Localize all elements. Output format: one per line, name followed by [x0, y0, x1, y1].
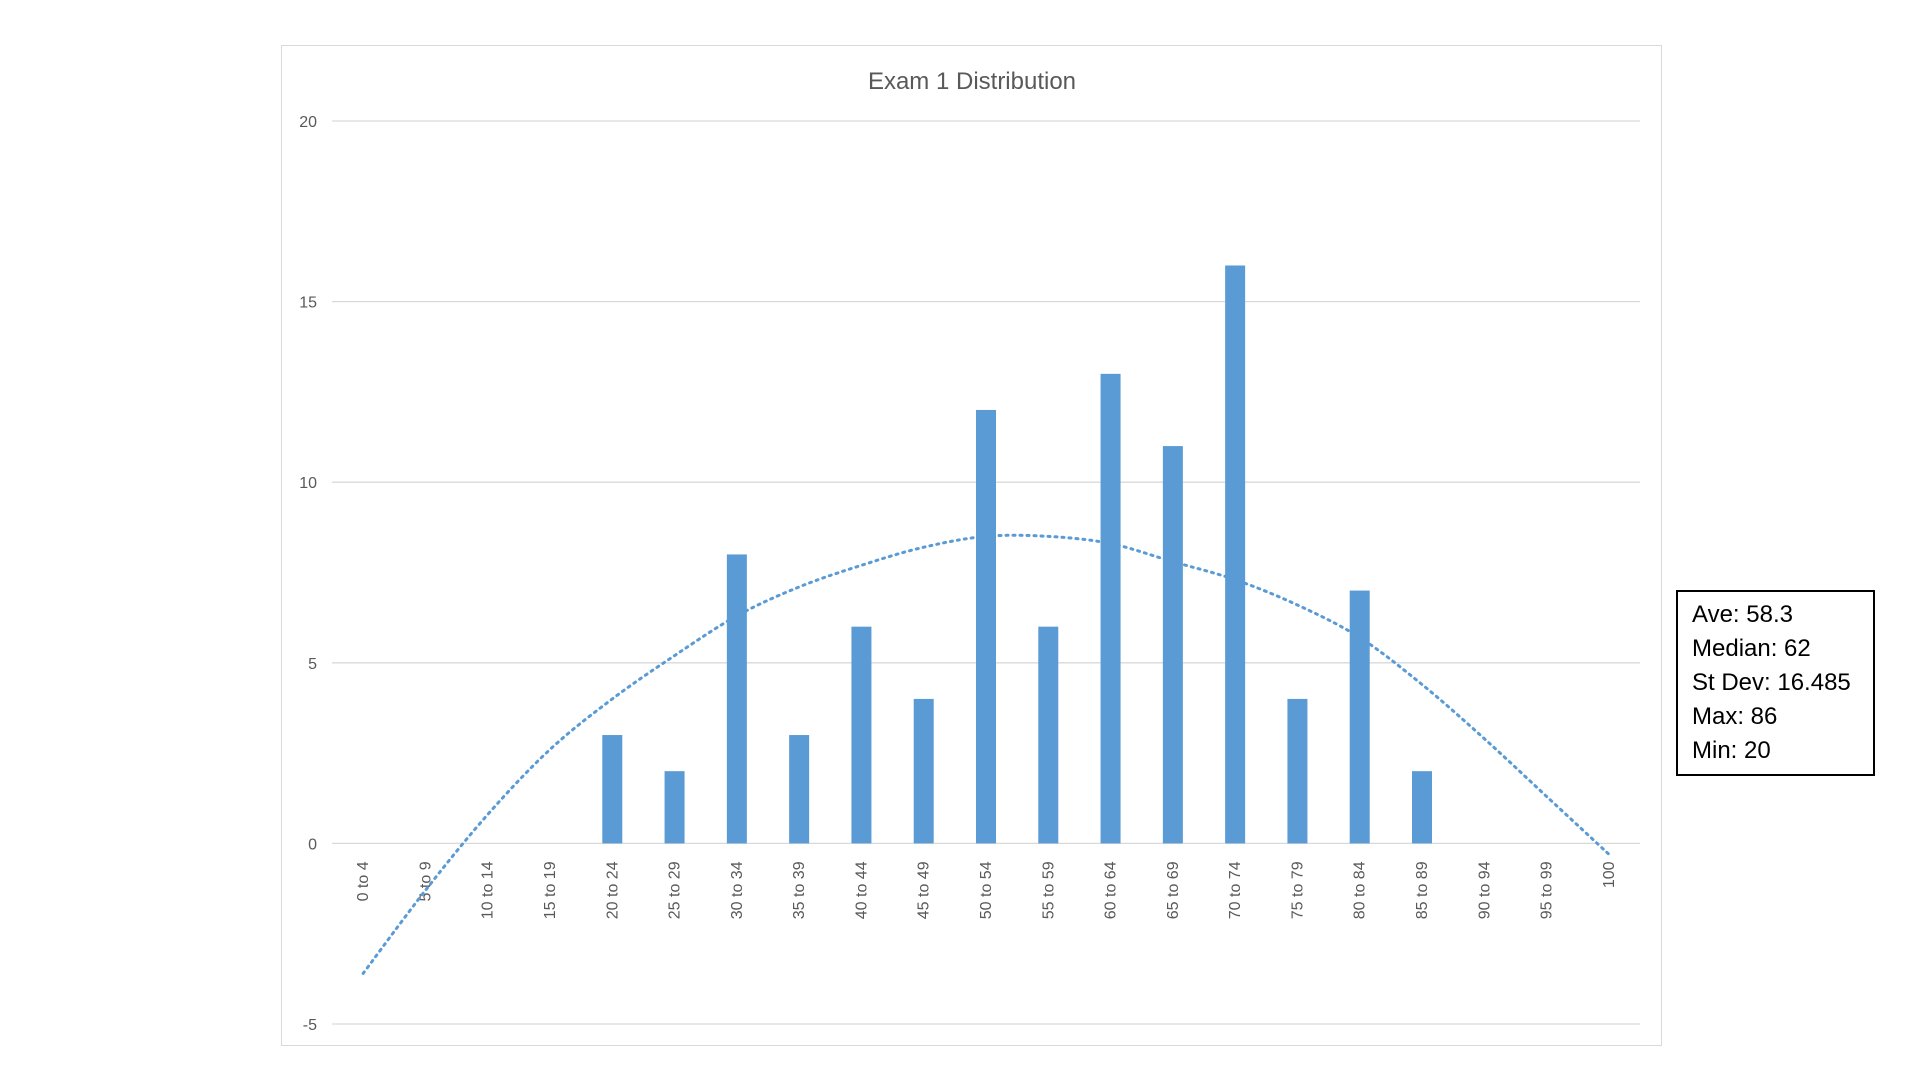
trendline-group [361, 533, 1611, 975]
bar [1287, 698, 1308, 844]
x-tick-label: 100 [1601, 861, 1618, 888]
x-tick-label: 55 to 59 [1040, 861, 1057, 919]
x-tick-label: 65 to 69 [1165, 861, 1182, 919]
bar [913, 698, 934, 844]
x-tick-label: 60 to 64 [1103, 861, 1120, 919]
x-axis-ticks: 0 to 4 5 to 9 10 to 14 15 to 19 20 to 24 25 t… [355, 861, 1618, 919]
x-tick-label: 0 to 4 [355, 861, 372, 901]
bar [726, 554, 747, 844]
x-tick-label: 30 to 34 [729, 861, 746, 919]
stat-st-dev: St Dev: 16.485 [1692, 669, 1851, 696]
bar [851, 626, 872, 844]
y-tick-label: 15 [299, 295, 317, 312]
x-tick-label: 10 to 14 [480, 861, 497, 919]
y-tick-label: -5 [303, 1017, 317, 1034]
y-tick-label: 10 [299, 475, 317, 492]
x-tick-label: 15 to 19 [542, 861, 559, 919]
bar [789, 735, 810, 844]
stats-box: Ave: 58.3 Median: 62 St Dev: 16.485 Max:… [1676, 590, 1875, 776]
stat-max: Max: 86 [1692, 703, 1778, 730]
x-tick-label: 95 to 99 [1539, 861, 1556, 919]
chart-area: -5 0 5 10 15 20 0 to 4 5 to 9 10 to 14 15 to 19 2… [281, 45, 1662, 1046]
trendline [361, 533, 1611, 975]
bar [1349, 590, 1370, 844]
x-tick-label: 35 to 39 [791, 861, 808, 919]
bar [1162, 446, 1183, 844]
x-tick-label: 85 to 89 [1414, 861, 1431, 919]
x-tick-label: 70 to 74 [1227, 861, 1244, 919]
y-tick-label: 0 [308, 836, 317, 853]
x-tick-label: 5 to 9 [417, 861, 434, 901]
stat-median: Median: 62 [1692, 635, 1811, 662]
x-tick-label: 50 to 54 [978, 861, 995, 919]
x-tick-label: 25 to 29 [667, 861, 684, 919]
x-tick-label: 90 to 94 [1476, 861, 1493, 919]
y-tick-label: 20 [299, 114, 317, 131]
x-tick-label: 80 to 84 [1352, 861, 1369, 919]
bar-chart: -5 0 5 10 15 20 0 to 4 5 to 9 10 to 14 15 to 19 2… [299, 68, 1640, 1034]
bar [1038, 626, 1059, 844]
stat-average: Ave: 58.3 [1692, 601, 1793, 628]
x-tick-label: 45 to 49 [916, 861, 933, 919]
bar [1412, 771, 1432, 844]
x-tick-label: 75 to 79 [1289, 861, 1306, 919]
chart-title: Exam 1 Distribution [868, 68, 1076, 95]
bar [976, 409, 996, 844]
bar [1100, 373, 1121, 844]
bar [602, 735, 623, 844]
stat-min: Min: 20 [1692, 737, 1771, 764]
bar [1225, 265, 1246, 844]
x-tick-label: 20 to 24 [604, 861, 621, 919]
y-tick-label: 5 [308, 656, 317, 673]
bar [664, 771, 685, 844]
x-tick-label: 40 to 44 [853, 861, 870, 919]
y-axis-ticks: -5 0 5 10 15 20 [299, 114, 317, 1034]
bars [602, 265, 1432, 844]
